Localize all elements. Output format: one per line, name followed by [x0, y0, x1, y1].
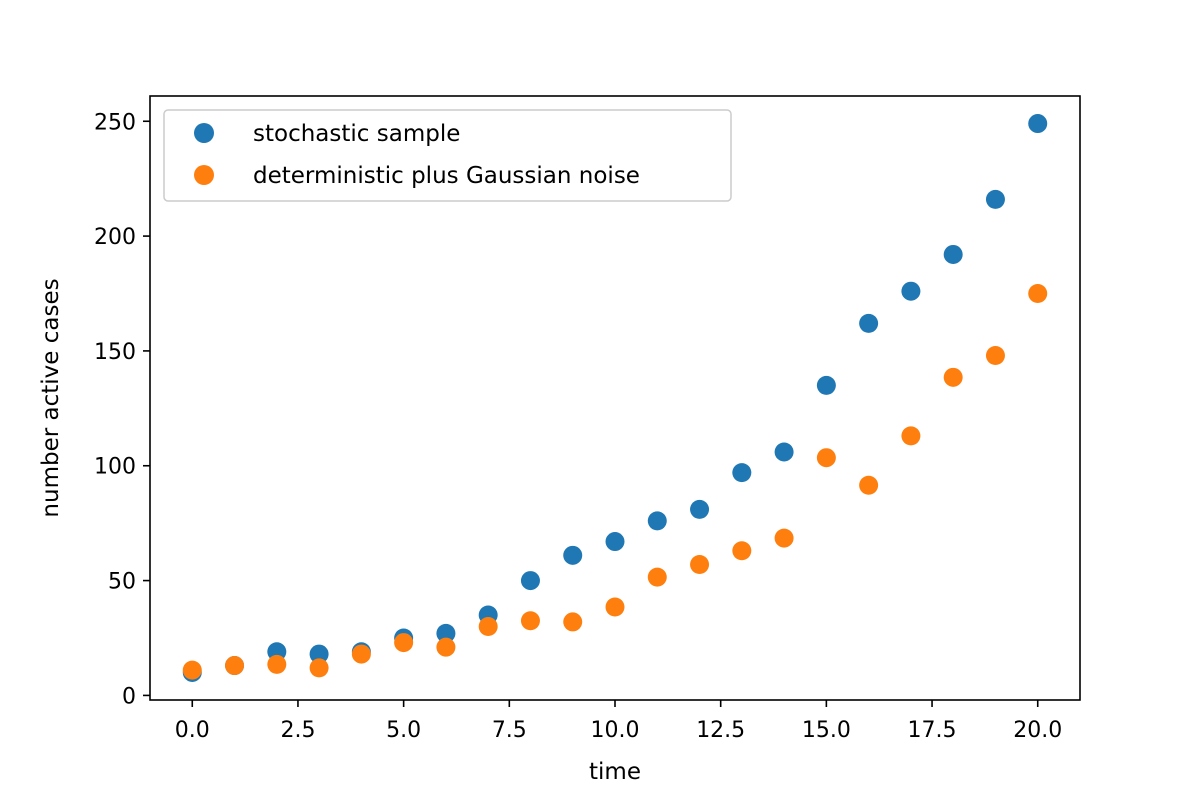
x-tick-label: 2.5 — [280, 718, 315, 743]
data-marks — [182, 114, 1048, 682]
data-point — [182, 660, 202, 680]
data-point — [943, 244, 963, 264]
legend-marker-deterministic-plus-gaussian-noise — [194, 165, 214, 185]
x-tick-label: 17.5 — [908, 718, 957, 743]
data-point — [985, 346, 1005, 366]
y-tick-label: 200 — [94, 225, 136, 250]
data-point — [225, 656, 245, 676]
y-tick-label: 150 — [94, 340, 136, 365]
axes: 0.0 2.5 5.0 7.5 10.0 12.5 15.0 17.5 20.0 0 50 100 15… — [94, 110, 1062, 743]
data-point — [647, 511, 667, 531]
data-point — [901, 426, 921, 446]
data-point — [774, 442, 794, 462]
data-point — [605, 532, 625, 552]
data-point — [436, 623, 456, 643]
data-point — [859, 475, 879, 495]
data-point — [732, 463, 752, 483]
legend-label-deterministic-plus-gaussian-noise: deterministic plus Gaussian noise — [253, 163, 640, 189]
data-point — [563, 612, 583, 632]
data-point — [394, 633, 414, 653]
data-point — [605, 597, 625, 617]
legend-marker-stochastic-sample — [194, 123, 214, 143]
x-tick-label: 5.0 — [386, 718, 421, 743]
data-point — [901, 281, 921, 301]
y-tick-label: 50 — [108, 570, 136, 595]
data-point — [985, 189, 1005, 209]
data-point — [520, 571, 540, 591]
y-tick-label: 250 — [94, 110, 136, 135]
data-point — [1028, 114, 1048, 134]
x-tick-label: 12.5 — [696, 718, 745, 743]
data-point — [859, 313, 879, 333]
data-point — [1028, 284, 1048, 304]
data-point — [816, 448, 836, 468]
legend: stochastic sample deterministic plus Gau… — [163, 109, 732, 202]
data-point — [774, 528, 794, 548]
data-point — [351, 644, 371, 664]
series-deterministic-plus-gaussian-noise — [182, 284, 1048, 680]
y-tick-label: 100 — [94, 455, 136, 480]
data-point — [690, 555, 710, 575]
x-tick-label: 10.0 — [591, 718, 640, 743]
x-tick-label: 15.0 — [802, 718, 851, 743]
data-point — [647, 567, 667, 587]
data-point — [563, 545, 583, 565]
y-tick-label: 0 — [122, 684, 136, 709]
data-point — [309, 644, 329, 664]
data-point — [732, 541, 752, 561]
data-point — [309, 658, 329, 678]
data-point — [816, 375, 836, 395]
legend-box — [163, 109, 732, 202]
y-axis-label: number active cases — [38, 278, 64, 517]
data-point — [436, 637, 456, 657]
data-point — [943, 367, 963, 387]
x-axis-label: time — [589, 759, 641, 785]
x-tick-label: 7.5 — [492, 718, 527, 743]
x-tick-label: 0.0 — [175, 718, 210, 743]
legend-label-stochastic-sample: stochastic sample — [253, 121, 460, 147]
data-point — [690, 499, 710, 519]
data-point — [267, 654, 287, 674]
x-tick-label: 20.0 — [1013, 718, 1062, 743]
data-point — [520, 611, 540, 631]
data-point — [478, 617, 498, 637]
